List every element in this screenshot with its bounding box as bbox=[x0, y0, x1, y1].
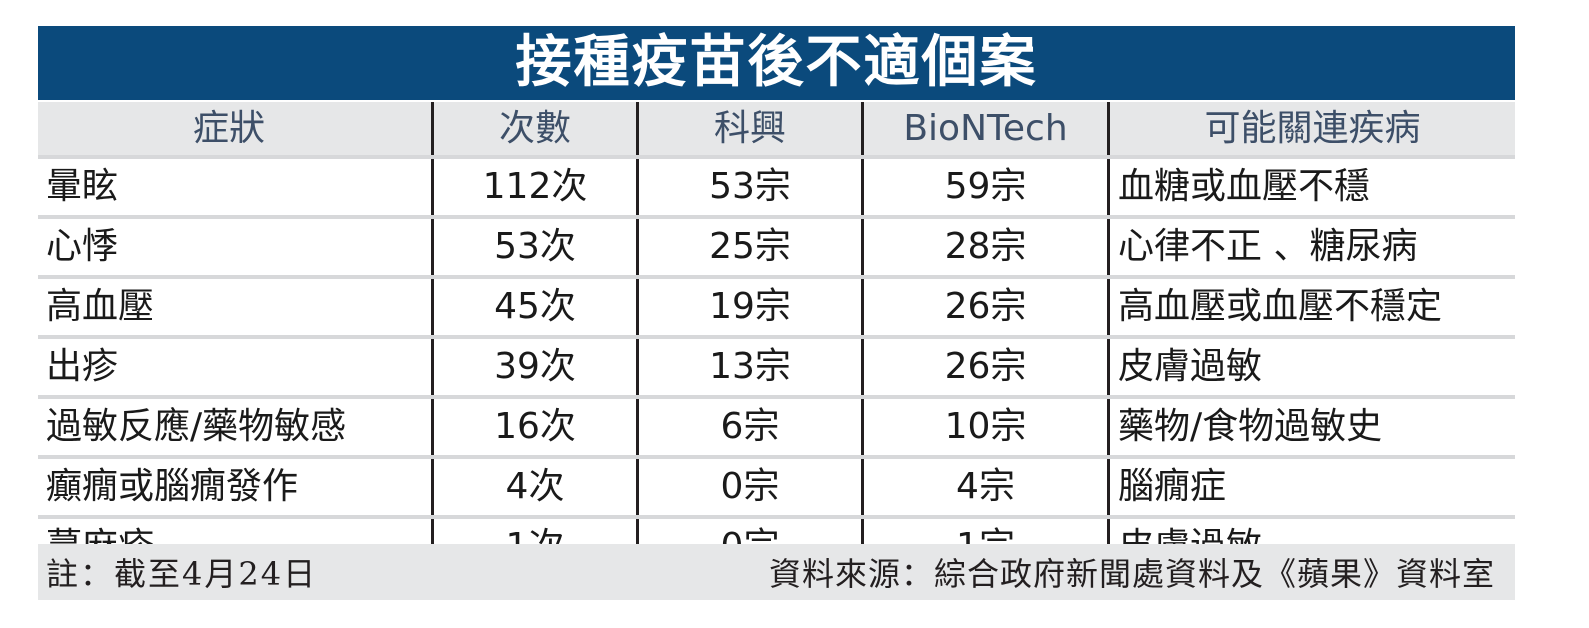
cell-symptom: 過敏反應/藥物敏感 bbox=[46, 406, 347, 447]
cell-sinovac: 0宗 bbox=[636, 459, 861, 515]
table-row: 癲癇或腦癇發作 4次 0宗 4宗 腦癇症 bbox=[38, 459, 1515, 519]
table-row: 暈眩 112次 53宗 59宗 血糖或血壓不穩 bbox=[38, 159, 1515, 219]
cell-biontech: 10宗 bbox=[861, 399, 1107, 455]
cell-symptom: 癲癇或腦癇發作 bbox=[46, 466, 299, 507]
title-bar: 接種疫苗後不適個案 bbox=[38, 26, 1515, 100]
cell-biontech: 4宗 bbox=[861, 459, 1107, 515]
cell-related-disease: 高血壓或血壓不穩定 bbox=[1107, 279, 1515, 335]
cell-related-disease: 血糖或血壓不穩 bbox=[1107, 159, 1515, 215]
cell-count: 39次 bbox=[431, 339, 636, 395]
column-header-related-disease: 可能關連疾病 bbox=[1107, 102, 1515, 155]
cell-biontech: 26宗 bbox=[861, 339, 1107, 395]
table-row: 出疹 39次 13宗 26宗 皮膚過敏 bbox=[38, 339, 1515, 399]
cell-count: 112次 bbox=[431, 159, 636, 215]
cell-biontech: 26宗 bbox=[861, 279, 1107, 335]
cell-symptom: 暈眩 bbox=[46, 166, 119, 207]
cell-biontech: 59宗 bbox=[861, 159, 1107, 215]
table-row: 過敏反應/藥物敏感 16次 6宗 10宗 藥物/食物過敏史 bbox=[38, 399, 1515, 459]
symptom-table: 症狀 次數 科興 BioNTech 可能關連疾病 暈眩 112次 53宗 59宗… bbox=[38, 102, 1515, 575]
table-title: 接種疫苗後不適個案 bbox=[515, 30, 1038, 95]
column-header-sinovac: 科興 bbox=[636, 102, 861, 155]
table-header-row: 症狀 次數 科興 BioNTech 可能關連疾病 bbox=[38, 102, 1515, 159]
column-header-symptom: 症狀 bbox=[193, 107, 266, 149]
cell-sinovac: 6宗 bbox=[636, 399, 861, 455]
cell-sinovac: 13宗 bbox=[636, 339, 861, 395]
cell-related-disease: 腦癇症 bbox=[1107, 459, 1515, 515]
cell-symptom: 高血壓 bbox=[46, 286, 155, 327]
source-credit: 資料來源：綜合政府新聞處資料及《蘋果》資料室 bbox=[768, 555, 1495, 593]
cell-count: 16次 bbox=[431, 399, 636, 455]
cell-biontech: 28宗 bbox=[861, 219, 1107, 275]
cell-sinovac: 25宗 bbox=[636, 219, 861, 275]
cell-related-disease: 心律不正 、糖尿病 bbox=[1107, 219, 1515, 275]
cell-symptom: 出疹 bbox=[46, 346, 119, 387]
infographic-panel: 接種疫苗後不適個案 症狀 次數 科興 BioNTech 可能關連疾病 暈眩 11… bbox=[38, 26, 1515, 600]
table-row: 高血壓 45次 19宗 26宗 高血壓或血壓不穩定 bbox=[38, 279, 1515, 339]
cell-sinovac: 19宗 bbox=[636, 279, 861, 335]
footnote: 註：截至4月24日 bbox=[46, 555, 318, 593]
cell-related-disease: 皮膚過敏 bbox=[1107, 339, 1515, 395]
footer-bar: 註：截至4月24日 資料來源：綜合政府新聞處資料及《蘋果》資料室 bbox=[38, 544, 1515, 600]
cell-count: 53次 bbox=[431, 219, 636, 275]
column-header-biontech: BioNTech bbox=[861, 102, 1107, 155]
cell-count: 45次 bbox=[431, 279, 636, 335]
cell-symptom: 心悸 bbox=[46, 226, 119, 267]
cell-sinovac: 53宗 bbox=[636, 159, 861, 215]
cell-related-disease: 藥物/食物過敏史 bbox=[1107, 399, 1515, 455]
column-header-count: 次數 bbox=[431, 102, 636, 155]
table-row: 心悸 53次 25宗 28宗 心律不正 、糖尿病 bbox=[38, 219, 1515, 279]
cell-count: 4次 bbox=[431, 459, 636, 515]
